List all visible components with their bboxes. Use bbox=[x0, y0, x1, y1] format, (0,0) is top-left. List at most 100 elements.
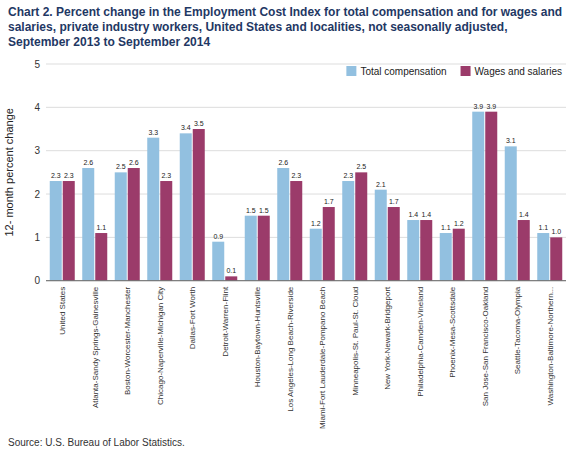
data-label: 3.9 bbox=[486, 103, 496, 110]
data-label: 2.3 bbox=[161, 172, 171, 179]
x-tick-label: Phoenix-Mesa-Scottsdale bbox=[448, 286, 457, 378]
bar bbox=[258, 216, 270, 281]
data-label: 3.1 bbox=[506, 137, 516, 144]
data-label: 1.1 bbox=[538, 224, 548, 231]
bars bbox=[50, 112, 563, 281]
bar bbox=[82, 168, 94, 281]
y-tick-label: 1 bbox=[34, 232, 40, 243]
bar bbox=[115, 172, 127, 280]
data-label: 2.3 bbox=[343, 172, 353, 179]
data-label: 0.1 bbox=[226, 267, 236, 274]
x-tick-label: Minneapolis-St. Paul-St. Cloud bbox=[351, 287, 360, 396]
data-label: 1.4 bbox=[421, 211, 431, 218]
x-tick-label: Philadelphia-Camden-Vineland bbox=[416, 287, 425, 397]
x-tick-label: Detroit-Warren-Flint bbox=[221, 286, 230, 357]
bar bbox=[147, 138, 159, 281]
x-tick-label: Seattle-Tacoma-Olympia bbox=[513, 286, 522, 374]
bar bbox=[485, 112, 497, 281]
data-label: 2.6 bbox=[129, 159, 139, 166]
x-tick-label: Atlanta-Sandy Springs-Gainesville bbox=[91, 286, 100, 408]
bar bbox=[472, 112, 484, 281]
x-tick-label: United States bbox=[58, 287, 67, 335]
x-tick-label: Dallas-Fort Worth bbox=[188, 287, 197, 350]
data-label: 3.5 bbox=[194, 120, 204, 127]
data-label: 1.7 bbox=[389, 198, 399, 205]
y-tick-label: 2 bbox=[34, 189, 40, 200]
x-tick-label: San Jose-San Francisco-Oakland bbox=[481, 287, 490, 407]
data-label: 3.4 bbox=[181, 124, 191, 131]
y-axis-label: 12- month percent change bbox=[3, 108, 15, 236]
data-label: 1.5 bbox=[246, 207, 256, 214]
data-label: 2.3 bbox=[64, 172, 74, 179]
bar bbox=[310, 229, 322, 281]
data-label: 2.1 bbox=[376, 181, 386, 188]
data-label: 1.2 bbox=[311, 220, 321, 227]
x-tick-label: New York-Newark-Bridgeport bbox=[383, 286, 392, 390]
bar bbox=[212, 242, 224, 281]
y-tick-label: 5 bbox=[34, 59, 40, 70]
data-label: 0.9 bbox=[213, 233, 223, 240]
x-tick-label: Boston-Worcester-Manchester bbox=[123, 286, 132, 395]
y-tick-label: 4 bbox=[34, 102, 40, 113]
bar bbox=[388, 207, 400, 281]
bar bbox=[193, 129, 205, 281]
data-label: 1.7 bbox=[324, 198, 334, 205]
bar bbox=[50, 181, 62, 281]
bar bbox=[277, 168, 289, 281]
title: Chart 2. Percent change in the Employmen… bbox=[8, 5, 562, 49]
x-tick-label: Los Angeles-Long Beach-Riverside bbox=[286, 286, 295, 412]
x-tick-label: Houston-Baytown-Huntsville bbox=[253, 286, 262, 387]
legend-label: Wages and salaries bbox=[475, 66, 562, 77]
data-label: 1.0 bbox=[551, 228, 561, 235]
data-label: 2.3 bbox=[51, 172, 61, 179]
x-axis-line bbox=[46, 280, 566, 281]
data-label: 2.5 bbox=[356, 163, 366, 170]
legend: Total compensation Wages and salaries bbox=[346, 66, 562, 77]
source-note: Source: U.S. Bureau of Labor Statistics. bbox=[8, 437, 185, 448]
data-label: 3.9 bbox=[473, 103, 483, 110]
bar bbox=[95, 233, 107, 281]
legend-swatch bbox=[461, 66, 471, 76]
bar bbox=[518, 220, 530, 281]
x-axis: United States Atlanta-Sandy Springs-Gaine… bbox=[58, 286, 555, 429]
x-tick-label: Chicago-Naperville-Michigan City bbox=[156, 287, 165, 405]
grid-line bbox=[46, 64, 566, 65]
bar bbox=[160, 181, 172, 281]
y-tick-label: 0 bbox=[34, 275, 40, 286]
grid-line bbox=[46, 280, 566, 281]
bar bbox=[453, 229, 465, 281]
data-label: 2.6 bbox=[278, 159, 288, 166]
bar bbox=[355, 172, 367, 280]
data-label: 2.5 bbox=[116, 163, 126, 170]
legend-item: Wages and salaries bbox=[461, 66, 562, 77]
data-label: 1.1 bbox=[441, 224, 451, 231]
bar bbox=[505, 146, 517, 280]
data-label: 1.1 bbox=[96, 224, 106, 231]
bar bbox=[245, 216, 257, 281]
bar bbox=[342, 181, 354, 281]
bar bbox=[407, 220, 419, 281]
bar bbox=[290, 181, 302, 281]
chart: Chart 2. Percent change in the Employmen… bbox=[0, 0, 576, 453]
legend-swatch bbox=[346, 66, 356, 76]
data-labels: 2.32.62.53.33.40.91.52.61.22.32.11.41.13… bbox=[51, 103, 561, 275]
bar bbox=[537, 233, 549, 281]
x-tick-label: Miami-Fort Lauderdale-Pompano Beach bbox=[318, 287, 327, 429]
bar bbox=[225, 276, 237, 280]
legend-item: Total compensation bbox=[346, 66, 446, 77]
bar bbox=[128, 168, 140, 281]
data-label: 3.3 bbox=[148, 129, 158, 136]
data-label: 1.5 bbox=[259, 207, 269, 214]
bar bbox=[420, 220, 432, 281]
bar bbox=[440, 233, 452, 281]
y-tick-label: 3 bbox=[34, 145, 40, 156]
x-tick-label: Washington-Baltimore-Northern... bbox=[546, 287, 555, 406]
bar bbox=[180, 133, 192, 280]
bar bbox=[550, 237, 562, 280]
data-label: 2.6 bbox=[83, 159, 93, 166]
data-label: 1.4 bbox=[408, 211, 418, 218]
legend-label: Total compensation bbox=[360, 66, 446, 77]
data-label: 2.3 bbox=[291, 172, 301, 179]
data-label: 1.2 bbox=[454, 220, 464, 227]
bar bbox=[323, 207, 335, 281]
